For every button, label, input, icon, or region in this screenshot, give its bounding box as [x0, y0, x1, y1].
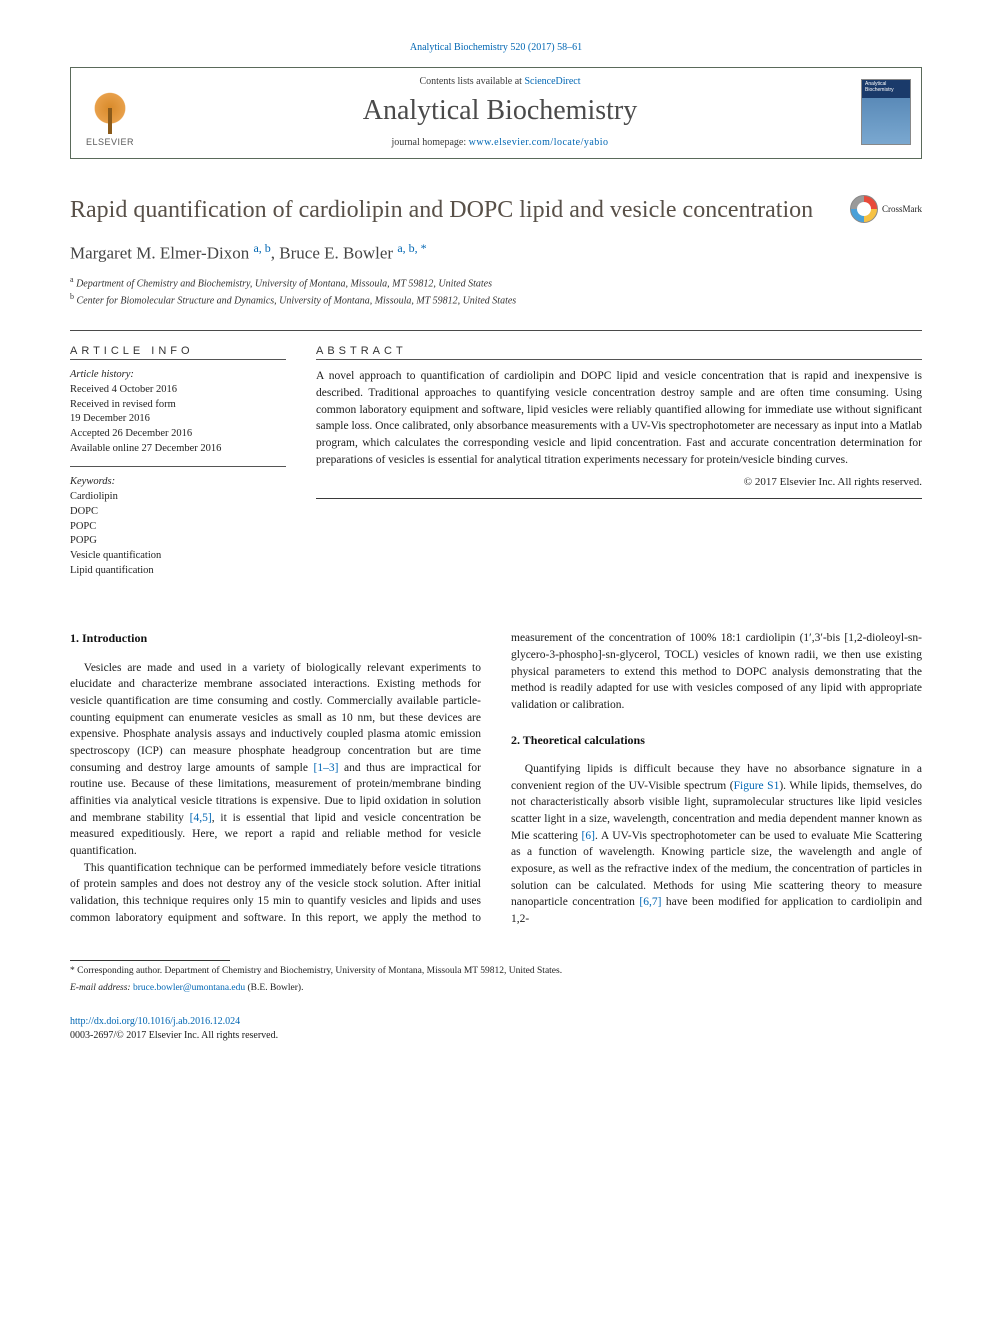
- history-accepted: Accepted 26 December 2016: [70, 428, 192, 439]
- article-body: 1. Introduction Vesicles are made and us…: [70, 630, 922, 927]
- affiliation-b: b Center for Biomolecular Structure and …: [70, 291, 922, 308]
- abstract-heading: ABSTRACT: [316, 345, 922, 357]
- email-link[interactable]: bruce.bowler@umontana.edu: [133, 983, 245, 993]
- history-online: Available online 27 December 2016: [70, 443, 221, 454]
- history-revised-2: 19 December 2016: [70, 413, 150, 424]
- affiliation-a-text: Department of Chemistry and Biochemistry…: [76, 278, 492, 289]
- keywords-rule: [70, 466, 286, 467]
- abstract-text: A novel approach to quantification of ca…: [316, 368, 922, 468]
- keyword: DOPC: [70, 506, 98, 517]
- sciencedirect-link[interactable]: ScienceDirect: [524, 76, 580, 87]
- citation-line: Analytical Biochemistry 520 (2017) 58–61: [70, 42, 922, 53]
- email-label: E-mail address:: [70, 983, 133, 993]
- section-2-heading: 2. Theoretical calculations: [511, 732, 922, 749]
- author-1-affiliation-link[interactable]: a, b: [253, 241, 270, 255]
- crossmark-label: CrossMark: [882, 204, 922, 214]
- section-1-paragraph-1: Vesicles are made and used in a variety …: [70, 660, 481, 860]
- keyword: POPG: [70, 535, 97, 546]
- article-history: Article history: Received 4 October 2016…: [70, 368, 286, 456]
- reference-link[interactable]: [4,5]: [190, 812, 212, 824]
- history-received: Received 4 October 2016: [70, 384, 177, 395]
- journal-cover-thumb[interactable]: Analytical Biochemistry: [861, 79, 911, 145]
- abstract-column: ABSTRACT A novel approach to quantificat…: [316, 331, 922, 578]
- keyword: Lipid quantification: [70, 565, 154, 576]
- reference-link[interactable]: [6]: [582, 830, 595, 842]
- author-1: Margaret M. Elmer-Dixon: [70, 244, 253, 263]
- email-line: E-mail address: bruce.bowler@umontana.ed…: [70, 982, 922, 995]
- journal-header-center: Contents lists available at ScienceDirec…: [151, 76, 849, 148]
- contents-prefix: Contents lists available at: [419, 76, 524, 87]
- corresponding-author-note: * Corresponding author. Department of Ch…: [70, 965, 922, 978]
- elsevier-tree-icon: [86, 89, 134, 137]
- author-2: Bruce E. Bowler: [279, 244, 397, 263]
- article-title: Rapid quantification of cardiolipin and …: [70, 195, 834, 225]
- journal-header: ELSEVIER Contents lists available at Sci…: [70, 67, 922, 159]
- reference-link[interactable]: [6,7]: [639, 896, 661, 908]
- doi-link[interactable]: http://dx.doi.org/10.1016/j.ab.2016.12.0…: [70, 1016, 240, 1027]
- copyright-line: © 2017 Elsevier Inc. All rights reserved…: [316, 476, 922, 488]
- footnote-rule: [70, 960, 230, 961]
- crossmark-widget[interactable]: CrossMark: [850, 195, 922, 223]
- journal-name: Analytical Biochemistry: [151, 95, 849, 127]
- section-1-heading: 1. Introduction: [70, 630, 481, 647]
- email-suffix: (B.E. Bowler).: [245, 983, 303, 993]
- contents-line: Contents lists available at ScienceDirec…: [151, 76, 849, 87]
- elsevier-logo[interactable]: ELSEVIER: [81, 77, 139, 147]
- reference-link[interactable]: [1–3]: [314, 762, 339, 774]
- journal-cover-label: Analytical Biochemistry: [865, 82, 908, 93]
- keywords-block: Keywords: Cardiolipin DOPC POPC POPG Ves…: [70, 475, 286, 578]
- article-page: Analytical Biochemistry 520 (2017) 58–61…: [0, 0, 992, 1083]
- history-label: Article history:: [70, 369, 134, 380]
- abstract-bottom-rule: [316, 498, 922, 499]
- homepage-prefix: journal homepage:: [391, 137, 468, 148]
- homepage-link[interactable]: www.elsevier.com/locate/yabio: [469, 137, 609, 148]
- info-abstract-row: ARTICLE INFO Article history: Received 4…: [70, 331, 922, 578]
- affiliation-a: a Department of Chemistry and Biochemist…: [70, 274, 922, 291]
- title-row: Rapid quantification of cardiolipin and …: [70, 195, 922, 225]
- abstract-rule: [316, 359, 922, 360]
- affiliations: a Department of Chemistry and Biochemist…: [70, 274, 922, 309]
- elsevier-label: ELSEVIER: [86, 137, 134, 147]
- page-footer: * Corresponding author. Department of Ch…: [70, 960, 922, 1044]
- crossmark-icon: [850, 195, 878, 223]
- body-text: Vesicles are made and used in a variety …: [70, 662, 481, 774]
- affiliation-b-text: Center for Biomolecular Structure and Dy…: [77, 295, 517, 306]
- section-2-paragraph-1: Quantifying lipids is difficult because …: [511, 761, 922, 928]
- author-2-affiliation-link[interactable]: a, b, *: [397, 241, 426, 255]
- issn-line: 0003-2697/© 2017 Elsevier Inc. All right…: [70, 1030, 278, 1041]
- keyword: Vesicle quantification: [70, 550, 161, 561]
- homepage-line: journal homepage: www.elsevier.com/locat…: [151, 137, 849, 148]
- article-info-column: ARTICLE INFO Article history: Received 4…: [70, 331, 286, 578]
- article-info-heading: ARTICLE INFO: [70, 345, 286, 357]
- figure-link[interactable]: Figure S1: [734, 780, 780, 792]
- keyword: POPC: [70, 521, 96, 532]
- keyword: Cardiolipin: [70, 491, 118, 502]
- history-revised-1: Received in revised form: [70, 399, 176, 410]
- info-rule: [70, 359, 286, 360]
- doi-block: http://dx.doi.org/10.1016/j.ab.2016.12.0…: [70, 1015, 922, 1043]
- authors-line: Margaret M. Elmer-Dixon a, b, Bruce E. B…: [70, 241, 922, 264]
- keywords-label: Keywords:: [70, 476, 115, 487]
